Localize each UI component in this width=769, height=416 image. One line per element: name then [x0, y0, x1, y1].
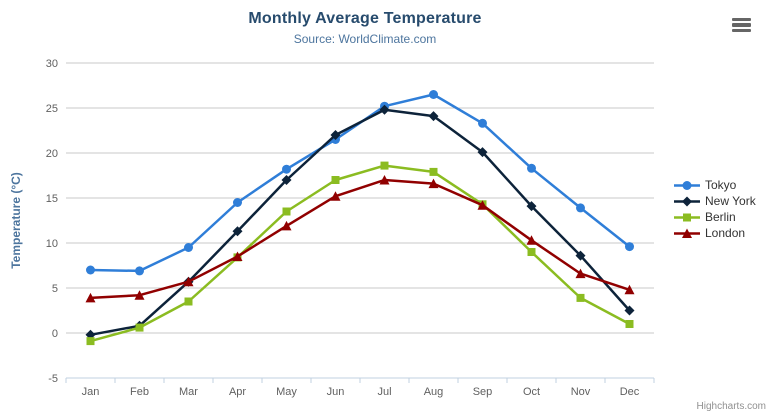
legend-marker-london — [682, 228, 692, 238]
legend-label: London — [705, 226, 746, 240]
x-axis-label: Feb — [130, 386, 149, 398]
y-axis-label: 30 — [46, 58, 58, 70]
data-point-london[interactable] — [330, 191, 341, 201]
data-point-tokyo[interactable] — [429, 90, 438, 99]
legend-label: Tokyo — [705, 178, 737, 192]
data-point-london[interactable] — [183, 276, 194, 287]
data-point-new-york[interactable] — [330, 130, 341, 140]
data-point-berlin[interactable] — [380, 161, 389, 170]
series-london — [85, 175, 635, 303]
data-point-london[interactable] — [526, 235, 537, 245]
data-point-berlin[interactable] — [86, 337, 95, 346]
data-point-tokyo[interactable] — [527, 163, 536, 173]
y-axis-label: 25 — [46, 103, 58, 115]
legend-marker-square-icon — [674, 213, 700, 221]
credits-link[interactable]: Highcharts.com — [696, 401, 766, 412]
x-axis-label: Mar — [179, 386, 198, 398]
legend-marker-triangle-icon — [674, 228, 700, 238]
data-point-london[interactable] — [134, 290, 145, 300]
hamburger-icon — [732, 23, 751, 27]
series-line-tokyo — [89, 93, 631, 273]
x-axis-label: Jan — [82, 386, 100, 398]
y-axis-label: 5 — [52, 283, 58, 295]
legend-item-london[interactable]: London — [674, 225, 756, 241]
data-point-london[interactable] — [85, 292, 96, 303]
data-point-tokyo[interactable] — [86, 265, 95, 275]
data-point-london[interactable] — [232, 251, 243, 262]
data-point-london[interactable] — [477, 200, 488, 210]
data-point-berlin[interactable] — [576, 293, 585, 302]
data-point-london[interactable] — [624, 284, 635, 295]
legend-marker-circle-icon — [674, 180, 700, 190]
data-point-tokyo[interactable] — [135, 266, 144, 276]
x-axis-label: Sep — [473, 386, 493, 398]
legend-marker-berlin — [683, 213, 691, 221]
y-axis-label: -5 — [48, 373, 58, 385]
hamburger-icon — [732, 29, 751, 33]
data-point-london[interactable] — [575, 268, 586, 279]
x-axis-label: Jul — [377, 386, 391, 398]
data-point-new-york[interactable] — [477, 147, 488, 158]
hamburger-icon — [732, 17, 751, 21]
x-axis-label: Aug — [424, 386, 444, 398]
data-point-new-york[interactable] — [428, 111, 439, 122]
data-point-berlin[interactable] — [282, 207, 291, 216]
data-point-tokyo[interactable] — [478, 118, 487, 128]
series-line-london — [89, 178, 631, 300]
legend-marker-tokyo — [682, 180, 692, 190]
legend-item-new-york[interactable]: New York — [674, 193, 756, 209]
legend-label: Berlin — [705, 210, 736, 224]
data-point-berlin[interactable] — [135, 323, 144, 332]
data-point-berlin[interactable] — [625, 320, 634, 328]
legend-marker-diamond-icon — [674, 196, 700, 206]
data-point-new-york[interactable] — [232, 226, 243, 237]
series-new-york — [85, 104, 635, 340]
data-point-london[interactable] — [428, 178, 439, 189]
data-point-tokyo[interactable] — [233, 198, 242, 207]
x-axis-label: Oct — [523, 386, 540, 398]
legend: Tokyo New York Berlin London — [674, 177, 756, 241]
data-point-tokyo[interactable] — [282, 164, 291, 174]
y-axis-title: Temperature (°C) — [9, 172, 23, 269]
series-line-new-york — [89, 108, 631, 337]
y-axis-label: 20 — [46, 148, 58, 160]
data-point-new-york[interactable] — [575, 250, 586, 261]
y-axis-label: 15 — [46, 193, 58, 205]
series-tokyo — [86, 90, 634, 276]
legend-item-tokyo[interactable]: Tokyo — [674, 177, 756, 193]
data-point-berlin[interactable] — [527, 248, 536, 256]
data-point-london[interactable] — [379, 175, 390, 185]
export-menu-button[interactable] — [731, 15, 753, 35]
legend-marker-new-york — [682, 196, 692, 206]
data-point-berlin[interactable] — [184, 297, 193, 306]
x-axis-label: Apr — [229, 386, 246, 398]
data-point-london[interactable] — [281, 220, 292, 231]
y-axis-label: 0 — [52, 328, 58, 340]
y-axis-label: 10 — [46, 238, 58, 250]
data-point-new-york[interactable] — [379, 104, 390, 115]
data-point-tokyo[interactable] — [625, 242, 634, 252]
x-axis-label: Jun — [327, 386, 345, 398]
data-point-tokyo[interactable] — [576, 203, 585, 213]
x-axis-label: Dec — [620, 386, 640, 398]
x-axis-label: Nov — [571, 386, 591, 398]
series-line-berlin — [89, 164, 631, 343]
data-point-new-york[interactable] — [281, 175, 292, 185]
data-point-berlin[interactable] — [429, 167, 438, 176]
data-point-new-york[interactable] — [526, 201, 537, 212]
x-axis-label: May — [276, 386, 297, 398]
data-point-new-york[interactable] — [624, 305, 635, 316]
legend-item-berlin[interactable]: Berlin — [674, 209, 756, 225]
data-point-tokyo[interactable] — [184, 243, 193, 252]
data-point-berlin[interactable] — [331, 176, 340, 184]
legend-label: New York — [705, 194, 756, 208]
